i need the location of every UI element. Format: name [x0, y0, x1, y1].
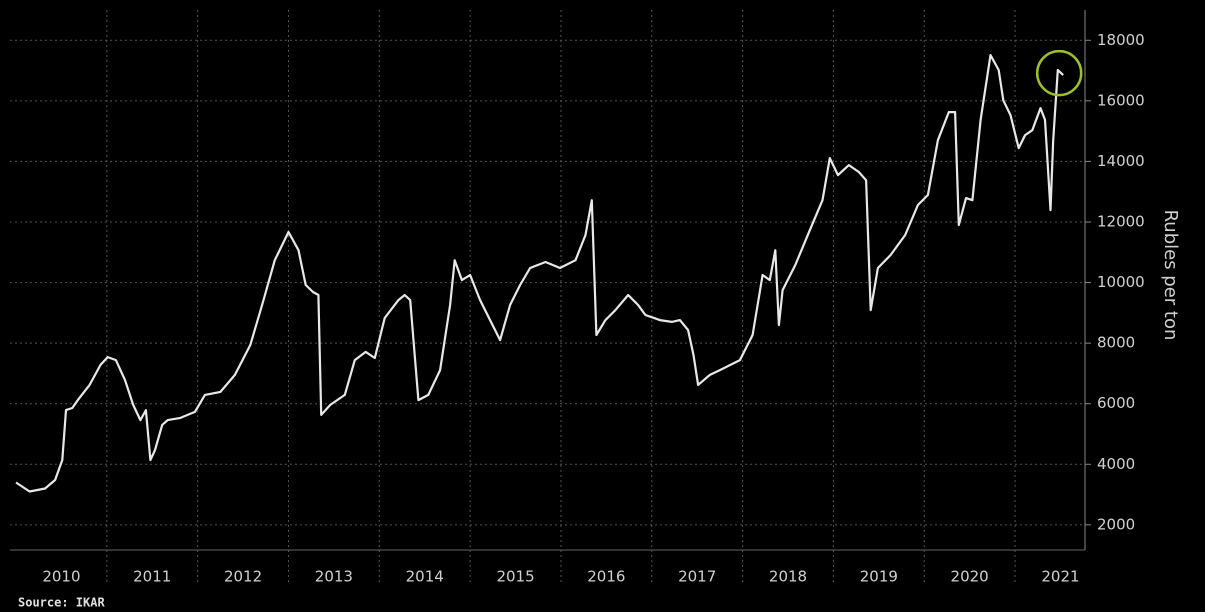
- x-tick-label: 2018: [769, 568, 807, 586]
- y-tick-label: 6000: [1097, 394, 1135, 412]
- y-tick-label: 18000: [1097, 31, 1145, 49]
- y-tick-label: 14000: [1097, 152, 1145, 170]
- highlight-circle: [1035, 49, 1083, 97]
- source-note: Source: IKAR: [18, 596, 105, 610]
- x-tick-label: 2020: [951, 568, 989, 586]
- y-tick-label: 4000: [1097, 455, 1135, 473]
- x-tick-label: 2021: [1041, 568, 1079, 586]
- x-tick-label: 2010: [42, 568, 80, 586]
- y-axis-title: Rubles per ton: [1160, 210, 1181, 341]
- x-tick-label: 2011: [133, 568, 171, 586]
- x-tick-label: 2019: [860, 568, 898, 586]
- y-tick-label: 8000: [1097, 334, 1135, 352]
- y-tick-label: 2000: [1097, 515, 1135, 533]
- x-tick-label: 2012: [224, 568, 262, 586]
- line-series: [15, 54, 1064, 493]
- x-tick-label: 2014: [406, 568, 444, 586]
- x-tick-label: 2017: [678, 568, 716, 586]
- y-tick-label: 12000: [1097, 213, 1145, 231]
- x-tick-label: 2013: [315, 568, 353, 586]
- x-tick-label: 2015: [496, 568, 534, 586]
- x-tick-label: 2016: [587, 568, 625, 586]
- y-tick-label: 10000: [1097, 273, 1145, 291]
- y-tick-label: 16000: [1097, 91, 1145, 109]
